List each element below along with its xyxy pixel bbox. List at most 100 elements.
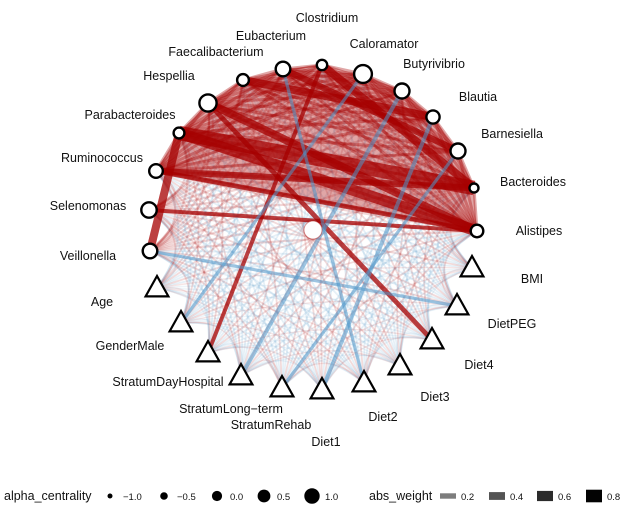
edge-age-faecalibacterium — [156, 79, 244, 289]
edge-butyrivibrio-faecalibacterium — [242, 79, 403, 107]
edge-bmi-diet3 — [399, 267, 473, 367]
edge-dietpeg-stratumdayhospital — [207, 304, 458, 354]
edge-selenomonas-alistipes — [148, 208, 478, 233]
edge-caloramator-diet2 — [355, 73, 365, 384]
edge-clostridium-bacteroides-dense — [282, 67, 475, 190]
edge-diet4-selenomonas — [148, 209, 433, 341]
edge-blautia-hespellia-dense — [207, 101, 434, 119]
edge-diet4-stratumlong-term — [240, 334, 433, 377]
label-stratumlong-term: StratumLong−term — [179, 402, 283, 416]
edge-stratumrehab-age — [156, 287, 283, 389]
label-bmi: BMI — [521, 272, 543, 286]
edge-caloramator-stratumdayhospital — [207, 73, 364, 354]
edge-clostridium-blautia — [282, 68, 434, 121]
legend-alpha-label-1-0: 1.0 — [325, 492, 338, 503]
node-blautia — [425, 109, 441, 125]
edge-diet4-gendermale — [180, 315, 433, 341]
label-veillonella: Veillonella — [60, 249, 116, 263]
edge-diet3-stratumdayhospital — [207, 339, 401, 367]
label-stratumdayhospital: StratumDayHospital — [112, 375, 223, 389]
edge-stratumdayhospital-parabacteroides — [178, 132, 215, 354]
legend-weight-swatch-0-8 — [586, 489, 602, 503]
edge-eubacterium-bacteroides — [319, 61, 477, 192]
edge-bacteroides-stratumlong-term — [240, 187, 475, 377]
edge-diet1-stratumlong-term — [240, 360, 323, 391]
edge-stratumrehab-veillonella — [149, 250, 283, 389]
edge-bacteroides-faecalibacterium-dense — [242, 78, 475, 190]
edge-barnesiella-diet4 — [423, 150, 459, 341]
edge-clostridium-diet1 — [282, 68, 323, 391]
legend-alpha-centrality-title: alpha_centrality — [4, 489, 92, 503]
label-parabacteroides: Parabacteroides — [84, 108, 175, 122]
edge-stratumlong-term-veillonella — [149, 250, 242, 377]
label-dietpeg: DietPEG — [488, 317, 537, 331]
node-stratumlong-term — [227, 361, 255, 386]
edge-dietpeg-stratumrehab — [281, 305, 458, 389]
edge-bacteroides-stratumdayhospital — [207, 187, 475, 354]
edge-dietpeg-diet2 — [363, 305, 458, 384]
edge-blautia-faecalibacterium — [242, 79, 434, 123]
edge-selenomonas-faecalibacterium — [148, 79, 245, 211]
edge-veillonella-parabacteroides — [149, 132, 189, 252]
edge-diet4-stratumrehab — [281, 336, 433, 389]
edge-diet3-eubacterium — [321, 64, 401, 367]
edge-diet2-eubacterium — [321, 64, 365, 384]
edge-diet3-stratumlong-term — [240, 349, 401, 377]
edge-parabacteroides-veillonella — [146, 132, 183, 252]
edge-bacteroides-gendermale — [180, 187, 475, 324]
node-butyrivibrio — [393, 82, 411, 100]
label-eubacterium: Eubacterium — [236, 29, 306, 43]
edge-diet4-diet2 — [363, 335, 433, 384]
node-stratumdayhospital — [194, 338, 222, 363]
label-caloramator: Caloramator — [350, 37, 419, 51]
edge-stratumrehab-parabacteroides — [178, 132, 283, 389]
node-diet3 — [386, 351, 414, 376]
legend-weight-label-0-2: 0.2 — [461, 492, 474, 503]
edge-dietpeg-hespellia — [207, 102, 458, 307]
edge-caloramator-gendermale — [179, 73, 365, 324]
nodes — [140, 58, 486, 400]
label-barnesiella: Barnesiella — [481, 127, 543, 141]
edge-diet4-diet1 — [321, 336, 433, 391]
edge-diet1-veillonella — [149, 250, 323, 391]
edge-clostridium-gendermale — [180, 68, 284, 324]
node-veillonella — [141, 242, 159, 260]
node-age — [143, 273, 171, 298]
legend-weight-swatch-0-2 — [440, 493, 456, 499]
edge-butyrivibrio-hespellia — [207, 89, 403, 117]
edge-diet2-veillonella — [149, 250, 365, 384]
edge-stratumdayhospital-ruminococcus — [155, 170, 211, 354]
edge-clostridium-diet2 — [281, 68, 366, 384]
edge-alistipes-gendermale — [180, 230, 478, 324]
edge-diet1-selenomonas — [148, 209, 323, 391]
label-faecalibacterium: Faecalibacterium — [168, 45, 263, 59]
node-dietpeg — [443, 291, 471, 316]
edge-caloramator-alistipes — [361, 73, 478, 232]
edge-alistipes-diet4 — [427, 230, 478, 341]
edge-alistipes-veillonella — [149, 229, 478, 253]
edge-stratumdayhospital-veillonella — [149, 250, 210, 354]
label-diet2: Diet2 — [368, 410, 397, 424]
edge-butyrivibrio-diet1 — [321, 90, 403, 391]
legend-weight-swatch-0-6 — [537, 490, 553, 502]
edge-clostridium-stratumrehab — [281, 68, 288, 389]
node-bmi — [458, 253, 486, 278]
node-gendermale — [167, 308, 195, 333]
node-parabacteroides — [172, 126, 186, 140]
label-hespellia: Hespellia — [143, 69, 194, 83]
edge-gendermale-faecalibacterium — [180, 79, 244, 324]
edge-veillonella-dietpeg — [149, 249, 458, 308]
edge-butyrivibrio-gendermale — [180, 90, 403, 324]
edge-blautia-diet1 — [320, 116, 435, 391]
legend-alpha-label-0-5: 0.5 — [277, 492, 290, 503]
legend-weight-swatch-0-4 — [489, 492, 505, 500]
edge-stratumlong-term-age — [156, 287, 242, 377]
edge-bmi-hespellia — [207, 102, 473, 269]
edge-ruminococcus-bacteroides — [155, 167, 475, 192]
label-alistipes: Alistipes — [516, 224, 563, 238]
label-gendermale: GenderMale — [96, 339, 165, 353]
center-hole — [303, 220, 323, 240]
legend-weight-label-0-4: 0.4 — [510, 492, 523, 503]
legend-alpha-label-0-0: 0.0 — [230, 492, 243, 503]
edge-age-hespellia — [156, 102, 211, 289]
